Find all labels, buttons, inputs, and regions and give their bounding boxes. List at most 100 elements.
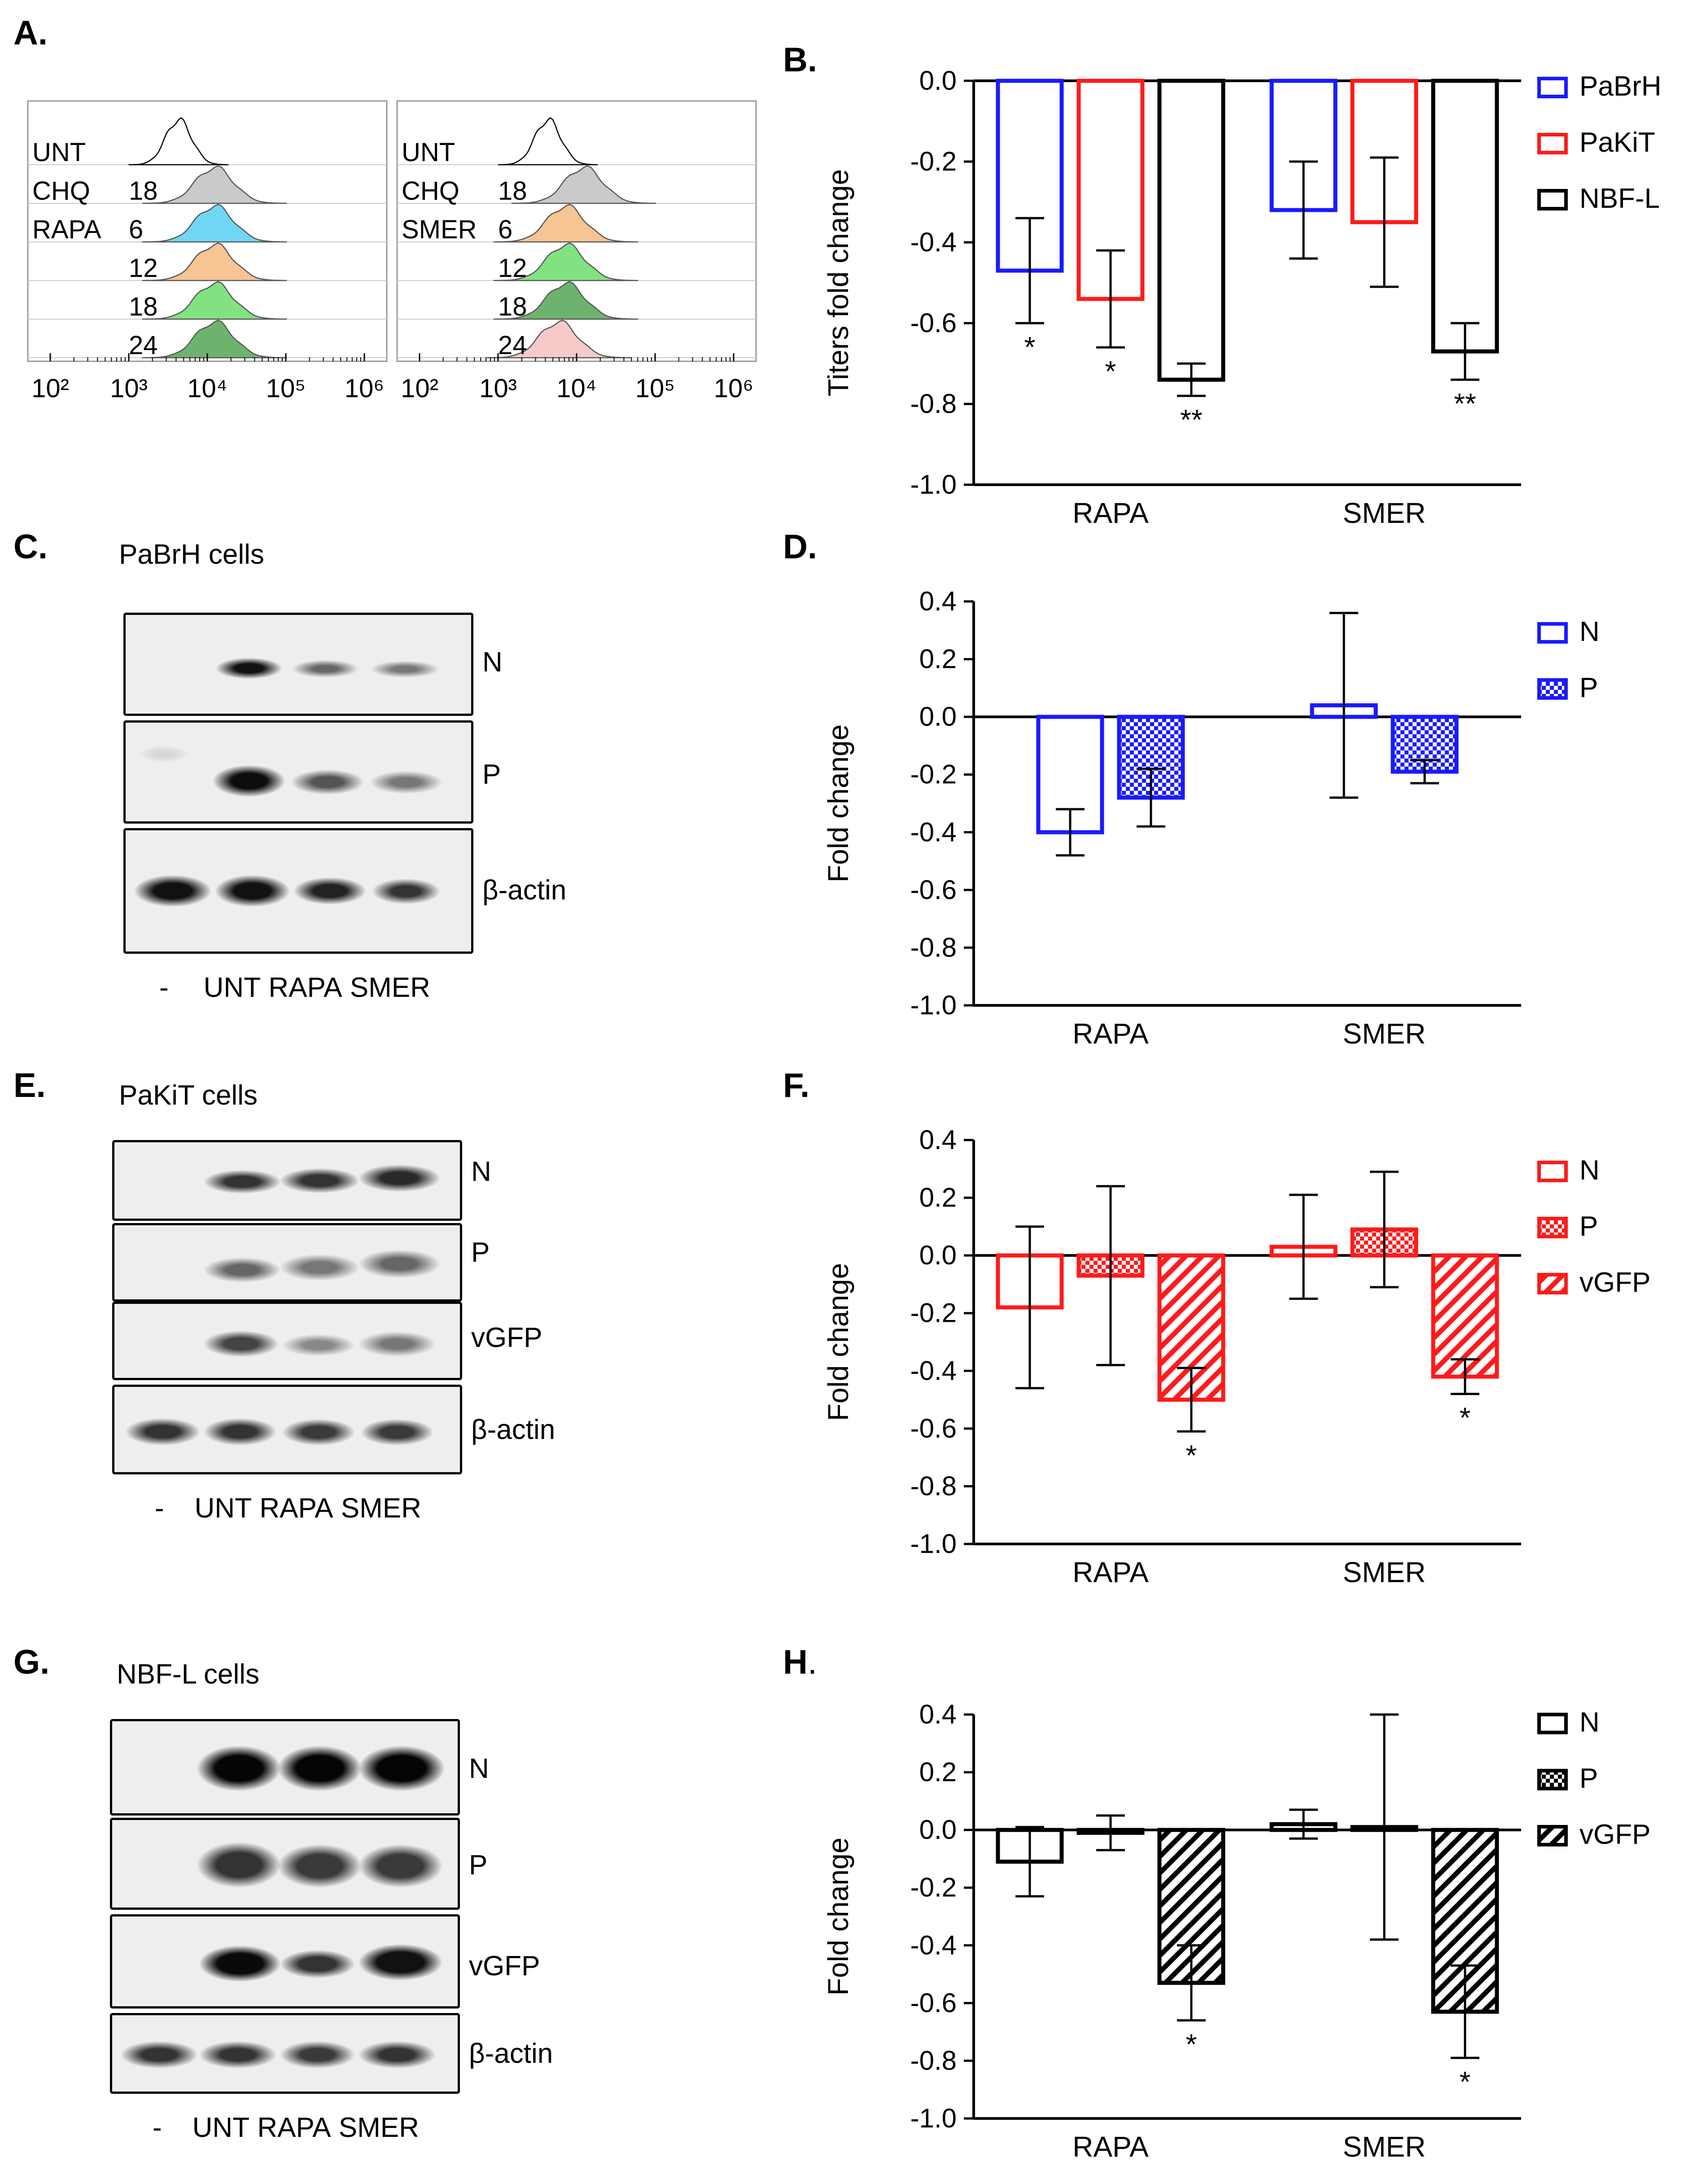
histogram-row-label: SMER [402, 215, 477, 244]
histogram-x-tick: 10⁵ [266, 374, 306, 403]
y-tick-label: 0.4 [919, 586, 957, 616]
blot-g-label-actin: β-actin [469, 2038, 553, 2069]
panel-label-b: B. [783, 41, 817, 79]
histogram-row-time: 6 [498, 215, 512, 244]
blot-c-label-p: P [482, 759, 501, 790]
lane-label: SMER [341, 1493, 421, 1524]
panel-label-e: E. [13, 1066, 46, 1105]
lane-label: RAPA [259, 1493, 333, 1524]
histogram-row-time: 18 [129, 292, 158, 321]
lane-label: - [153, 2112, 162, 2143]
y-tick-label: -1.0 [910, 2103, 957, 2133]
panel-label-d: D. [783, 528, 817, 566]
blot-e-n [112, 1140, 462, 1221]
legend-swatch [1537, 1825, 1568, 1846]
legend-swatch [1537, 1713, 1568, 1734]
significance-mark: * [1105, 355, 1116, 387]
chart-b: 0.0 -0.2 -0.4 -0.6 -0.8 -1.0 Titers fold chang… [822, 66, 1662, 529]
lane-label: UNT [194, 1493, 252, 1524]
histogram-x-tick: 10⁴ [187, 374, 227, 403]
significance-mark: * [1460, 2066, 1471, 2098]
bar [1157, 79, 1225, 382]
y-tick-label: -0.8 [910, 1471, 957, 1501]
histogram-row-time: 24 [129, 331, 158, 360]
y-tick-label: 0.4 [919, 1125, 957, 1155]
y-tick-label: -1.0 [910, 469, 957, 500]
legend-label: NBF-L [1579, 183, 1660, 214]
blot-e-label-p: P [471, 1237, 490, 1268]
y-tick-label: 0.2 [919, 1183, 957, 1213]
lane-label: UNT [203, 972, 261, 1003]
blot-e-label-actin: β-actin [471, 1414, 556, 1445]
histogram-x-tick: 10³ [479, 374, 517, 403]
legend-swatch [1537, 1273, 1568, 1294]
histogram-x-tick: 10⁴ [556, 374, 596, 403]
lane-label: - [159, 972, 169, 1003]
histogram-curve [142, 242, 287, 281]
histogram-curve [128, 117, 229, 166]
y-tick-label: -0.8 [910, 389, 957, 419]
legend-swatch [1537, 622, 1568, 644]
legend-swatch [1537, 1769, 1568, 1790]
histogram-row-time: 24 [498, 331, 527, 360]
chart-h: 0.4 0.2 0.0 -0.2 -0.4 -0.6 -0.8 -1.0 Fold change… [822, 1699, 1650, 2163]
y-tick-label: -0.8 [910, 932, 957, 962]
y-axis-label: Titers fold change [822, 169, 854, 396]
lane-label: SMER [338, 2112, 419, 2143]
histogram-row-time: 18 [498, 292, 527, 321]
significance-mark: * [1186, 2028, 1197, 2060]
blot-g-title: NBF-L cells [117, 1659, 260, 1690]
legend-swatch [1537, 1217, 1568, 1238]
y-tick-label: -0.4 [910, 1930, 957, 1960]
bar [1431, 79, 1499, 354]
histogram-curve [493, 242, 639, 281]
histogram-curve [142, 320, 287, 359]
chart-f: 0.4 0.2 0.0 -0.2 -0.4 -0.6 -0.8 -1.0 Fold change… [822, 1125, 1650, 1588]
histogram-curve [493, 204, 639, 243]
histogram-row-label: CHQ [402, 176, 459, 206]
bar [1431, 1253, 1499, 1379]
y-tick-label: 0.2 [919, 644, 957, 674]
histogram-curve [142, 165, 287, 204]
y-axis-label: Fold change [822, 1838, 854, 1995]
legend-label: PaBrH [1579, 71, 1662, 102]
legend-label: N [1579, 1707, 1600, 1738]
lane-label: SMER [350, 972, 430, 1003]
x-category-label: RAPA [1072, 497, 1149, 529]
panel-label-c: C. [13, 528, 48, 566]
histogram-row-time: 12 [129, 254, 158, 283]
blot-g-label-p: P [469, 1850, 488, 1881]
blot-e-actin [112, 1385, 462, 1474]
histogram-x-tick: 10³ [110, 374, 148, 403]
y-axis-label: Fold change [822, 1263, 854, 1421]
legend-label: N [1579, 1155, 1600, 1186]
blot-c-actin [123, 828, 473, 954]
legend-label: PaKiT [1579, 127, 1655, 158]
bar [1117, 715, 1185, 800]
legend-label: N [1579, 616, 1600, 647]
lane-label: - [155, 1493, 164, 1524]
histogram-row-label: UNT [402, 138, 455, 167]
y-tick-label: 0.0 [919, 702, 957, 732]
y-tick-label: 0.0 [919, 1240, 957, 1270]
panel-label-f: F. [783, 1066, 810, 1105]
histogram-curve [142, 204, 287, 243]
y-tick-label: -0.6 [910, 308, 957, 338]
blot-e-p [112, 1223, 462, 1302]
histogram-curve [511, 165, 656, 204]
significance-mark: ** [1180, 403, 1203, 436]
histogram-row-time: 6 [129, 215, 143, 244]
x-category-label: SMER [1343, 1556, 1426, 1588]
blot-g-n [110, 1719, 460, 1816]
histogram-x-tick: 10⁶ [345, 374, 384, 403]
blot-g-actin [110, 2013, 460, 2094]
lane-label: RAPA [268, 972, 342, 1003]
significance-mark: * [1024, 331, 1036, 363]
y-tick-label: -1.0 [910, 1529, 957, 1559]
legend-label: P [1579, 1763, 1598, 1794]
y-tick-label: -0.4 [910, 1355, 957, 1386]
legend-label: P [1579, 1211, 1598, 1242]
y-tick-label: -0.6 [910, 1413, 957, 1443]
blot-e-label-n: N [471, 1156, 491, 1187]
legend-swatch [1537, 678, 1568, 700]
